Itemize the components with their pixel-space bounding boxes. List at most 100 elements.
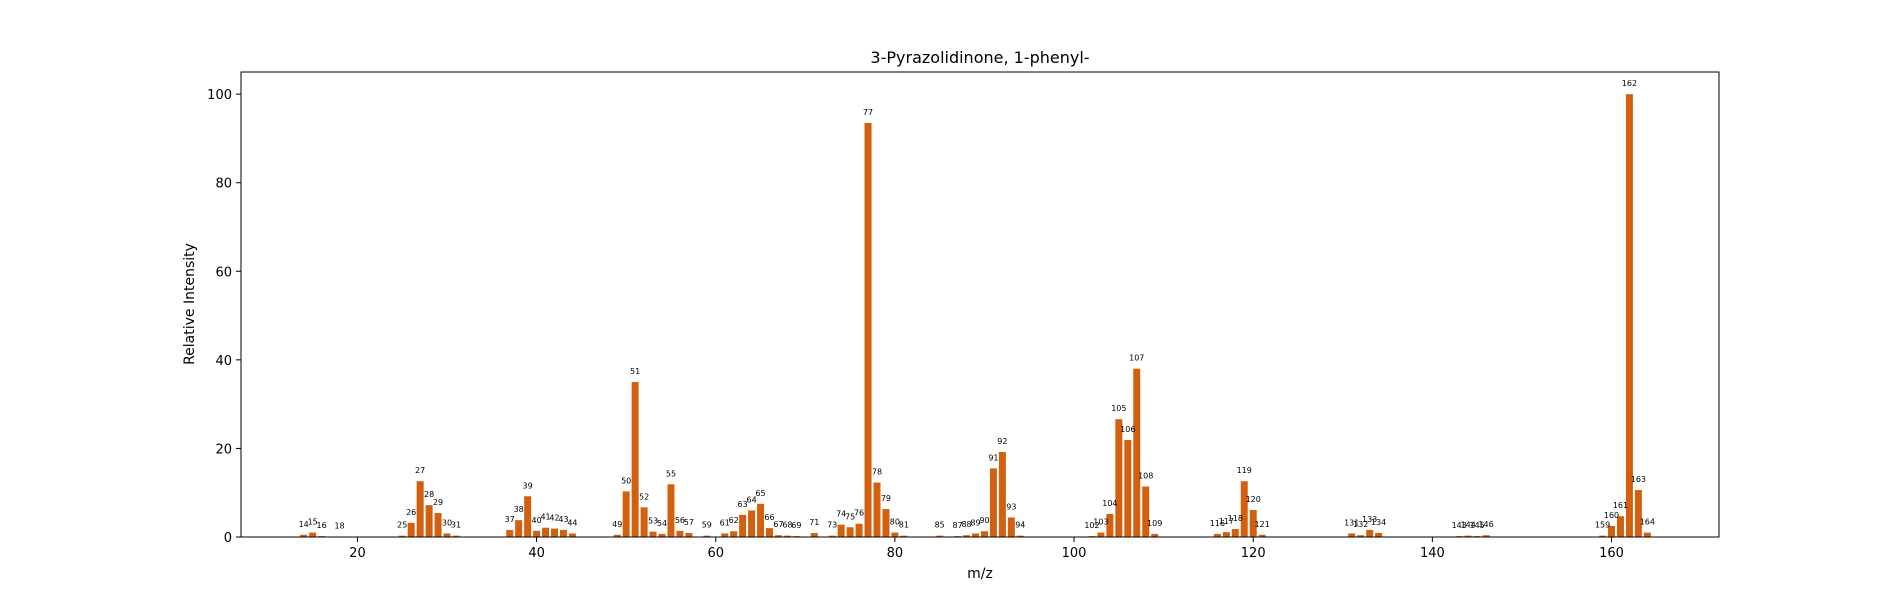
bar-mz-31 [452,535,460,537]
peak-label-162: 162 [1622,79,1637,88]
peak-label-65: 65 [755,489,765,498]
bar-mz-53 [649,531,657,537]
peak-label-107: 107 [1129,354,1144,363]
peak-label-102: 102 [1084,521,1099,530]
bar-mz-50 [622,491,630,537]
bar-mz-164 [1643,532,1651,537]
peak-label-164: 164 [1640,518,1655,527]
chart-title: 3-Pyrazolidinone, 1-phenyl- [870,48,1089,67]
peak-label-117: 117 [1219,517,1234,526]
peak-label-43: 43 [558,515,568,524]
bar-mz-132 [1357,535,1365,537]
peak-label-105: 105 [1111,404,1126,413]
peak-label-90: 90 [979,516,989,525]
peak-label-66: 66 [764,513,774,522]
peak-label-27: 27 [415,466,425,475]
bar-mz-62 [730,531,738,537]
bar-mz-29 [434,513,442,537]
y-axis-ticks: 0 20 40 60 80 100 [207,88,241,546]
bar-mz-88 [963,535,971,537]
peak-label-25: 25 [397,521,407,530]
peak-label-29: 29 [433,498,443,507]
bar-mz-71 [810,533,818,537]
peak-label-14: 14 [299,520,309,529]
bar-mz-119 [1240,481,1248,537]
bar-mz-93 [1007,517,1015,537]
peak-label-71: 71 [809,518,819,527]
bar-mz-37 [506,529,514,537]
x-tick-label: 160 [1599,546,1624,561]
peak-label-94: 94 [1015,521,1025,530]
bar-mz-40 [533,530,541,537]
x-tick-label: 140 [1420,546,1445,561]
peak-label-134: 134 [1371,518,1386,527]
bar-mz-160 [1608,525,1616,537]
peak-label-118: 118 [1228,514,1243,523]
y-tick-label: 20 [215,442,232,457]
bar-mz-63 [739,514,747,537]
y-tick-label: 40 [215,354,232,369]
bar-mz-59 [703,535,711,537]
bar-mz-64 [748,510,756,537]
peak-label-87: 87 [953,521,963,530]
peak-label-144: 144 [1461,521,1476,530]
bar-mz-109 [1151,533,1159,537]
bar-mz-121 [1258,534,1266,537]
peak-label-54: 54 [657,519,667,528]
bar-mz-146 [1482,535,1490,537]
peak-label-163: 163 [1631,475,1646,484]
bar-mz-107 [1133,368,1141,537]
bar-mz-90 [980,531,988,537]
bar-mz-134 [1375,533,1383,537]
bar-mz-42 [551,528,559,537]
peak-label-73: 73 [827,521,837,530]
peak-label-89: 89 [970,518,980,527]
peak-label-93: 93 [1006,503,1016,512]
bar-mz-80 [891,532,899,537]
peak-label-63: 63 [738,500,748,509]
peak-label-119: 119 [1237,466,1252,475]
x-tick-label: 40 [528,546,545,561]
peak-label-44: 44 [567,518,577,527]
peak-label-53: 53 [648,517,658,526]
peak-label-106: 106 [1120,425,1135,434]
bar-mz-89 [972,533,980,537]
bar-mz-75 [846,527,854,537]
peak-label-74: 74 [836,510,846,519]
bar-mz-103 [1097,532,1105,537]
peak-label-78: 78 [872,468,882,477]
peak-label-28: 28 [424,490,434,499]
peak-label-92: 92 [997,437,1007,446]
bar-mz-106 [1124,440,1132,537]
bar-mz-54 [658,533,666,537]
bar-mz-118 [1231,529,1239,537]
bar-mz-55 [667,484,675,537]
peak-label-146: 146 [1478,520,1493,529]
x-tick-label: 100 [1062,546,1087,561]
bar-mz-161 [1616,516,1624,537]
peak-label-31: 31 [451,521,461,530]
bar-mz-66 [765,528,773,537]
bar-mz-27 [416,481,424,537]
peak-label-61: 61 [720,518,730,527]
peak-label-133: 133 [1362,515,1377,524]
bar-mz-116 [1213,533,1221,537]
bar-mz-163 [1634,490,1642,537]
peak-label-38: 38 [514,505,524,514]
plot-frame [240,71,1720,538]
peak-label-104: 104 [1102,499,1117,508]
bar-mz-85 [936,535,944,537]
bar-mz-105 [1115,419,1123,537]
peak-label-109: 109 [1147,519,1162,528]
peak-label-131: 131 [1344,518,1359,527]
x-tick-label: 120 [1241,546,1266,561]
peak-label-18: 18 [334,522,344,531]
bar-mz-56 [676,530,684,537]
bar-mz-39 [524,496,532,537]
peak-label-57: 57 [684,518,694,527]
peak-label-51: 51 [630,367,640,376]
peak-label-76: 76 [854,509,864,518]
bar-mz-120 [1249,509,1257,537]
